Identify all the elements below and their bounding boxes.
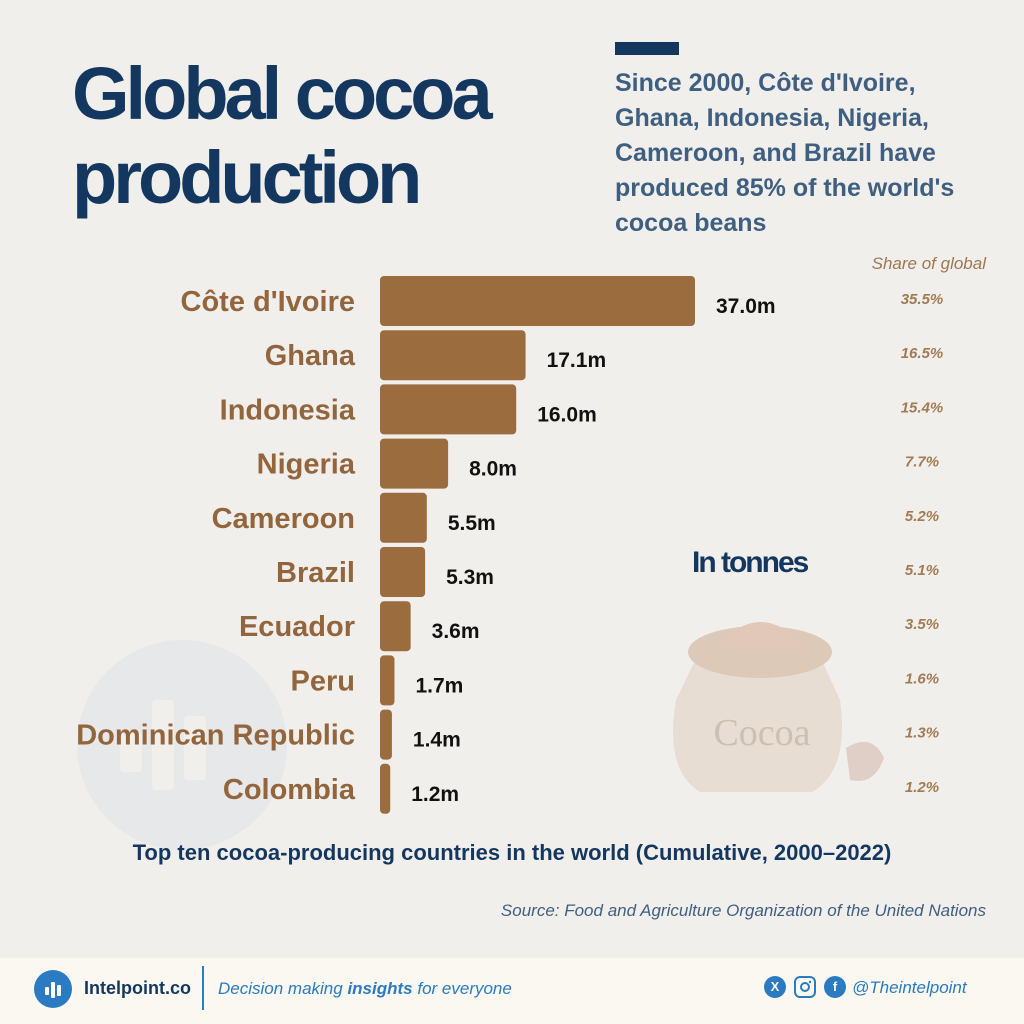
watermark-logo — [77, 640, 287, 850]
bar-8 — [380, 709, 392, 760]
bar-1 — [380, 330, 526, 381]
value-label-0: 37.0m — [716, 295, 776, 318]
bar-3 — [380, 438, 449, 489]
share-header: Share of global — [871, 254, 986, 273]
value-label-4: 5.5m — [448, 512, 496, 535]
category-label-8: Dominican Republic — [76, 720, 355, 752]
share-label-7: 1.6% — [905, 670, 939, 687]
share-label-2: 15.4% — [901, 399, 944, 416]
chart-title: Top ten cocoa-producing countries in the… — [132, 840, 892, 865]
cocoa-bag-illustration: Cocoa — [673, 622, 884, 792]
value-label-9: 1.2m — [411, 783, 459, 806]
page-title: Global cocoa production — [72, 52, 493, 219]
brand-name[interactable]: Intelpoint.co — [84, 978, 191, 998]
bar-5 — [380, 547, 426, 597]
watermark-logo-bars — [120, 700, 206, 790]
category-label-6: Ecuador — [239, 611, 355, 643]
footer-divider — [202, 966, 204, 1010]
value-label-1: 17.1m — [547, 349, 607, 372]
accent-bar — [615, 42, 679, 55]
category-label-9: Colombia — [223, 774, 356, 806]
category-label-4: Cameroon — [212, 503, 355, 535]
share-label-9: 1.2% — [905, 779, 939, 796]
value-label-3: 8.0m — [469, 458, 517, 481]
bar-0 — [380, 276, 695, 326]
footer — [0, 958, 1024, 1024]
bar-9 — [380, 763, 391, 814]
facebook-icon[interactable]: f — [824, 976, 846, 998]
source-note: Source: Food and Agriculture Organizatio… — [500, 901, 986, 920]
value-label-6: 3.6m — [432, 620, 480, 643]
tagline: Decision making insights for everyone — [218, 979, 512, 998]
x-icon[interactable]: X — [764, 976, 786, 998]
bag-label: Cocoa — [713, 712, 810, 754]
social-handle[interactable]: @Theintelpoint — [852, 978, 967, 997]
value-label-7: 1.7m — [415, 674, 463, 697]
bar-7 — [380, 655, 395, 706]
share-label-0: 35.5% — [901, 291, 944, 308]
category-label-0: Côte d'Ivoire — [181, 286, 355, 318]
value-label-8: 1.4m — [413, 729, 461, 752]
unit-label: In tonnes — [692, 546, 809, 579]
value-label-5: 5.3m — [446, 566, 494, 589]
share-label-3: 7.7% — [905, 454, 939, 471]
category-label-7: Peru — [291, 665, 355, 697]
category-label-1: Ghana — [265, 340, 356, 372]
share-label-8: 1.3% — [905, 725, 939, 742]
share-label-5: 5.1% — [905, 562, 939, 579]
share-label-1: 16.5% — [901, 345, 944, 362]
bar-2 — [380, 384, 517, 435]
value-label-2: 16.0m — [537, 403, 597, 426]
bar-4 — [380, 492, 427, 543]
instagram-icon[interactable] — [794, 976, 816, 998]
category-label-3: Nigeria — [257, 449, 356, 481]
category-label-5: Brazil — [276, 557, 355, 589]
share-label-4: 5.2% — [905, 508, 939, 525]
share-label-6: 3.5% — [905, 616, 939, 633]
bar-6 — [380, 601, 411, 652]
brand-logo-icon[interactable] — [34, 970, 72, 1008]
category-label-2: Indonesia — [220, 394, 356, 426]
subtitle: Since 2000, Côte d'Ivoire, Ghana, Indone… — [615, 69, 955, 237]
